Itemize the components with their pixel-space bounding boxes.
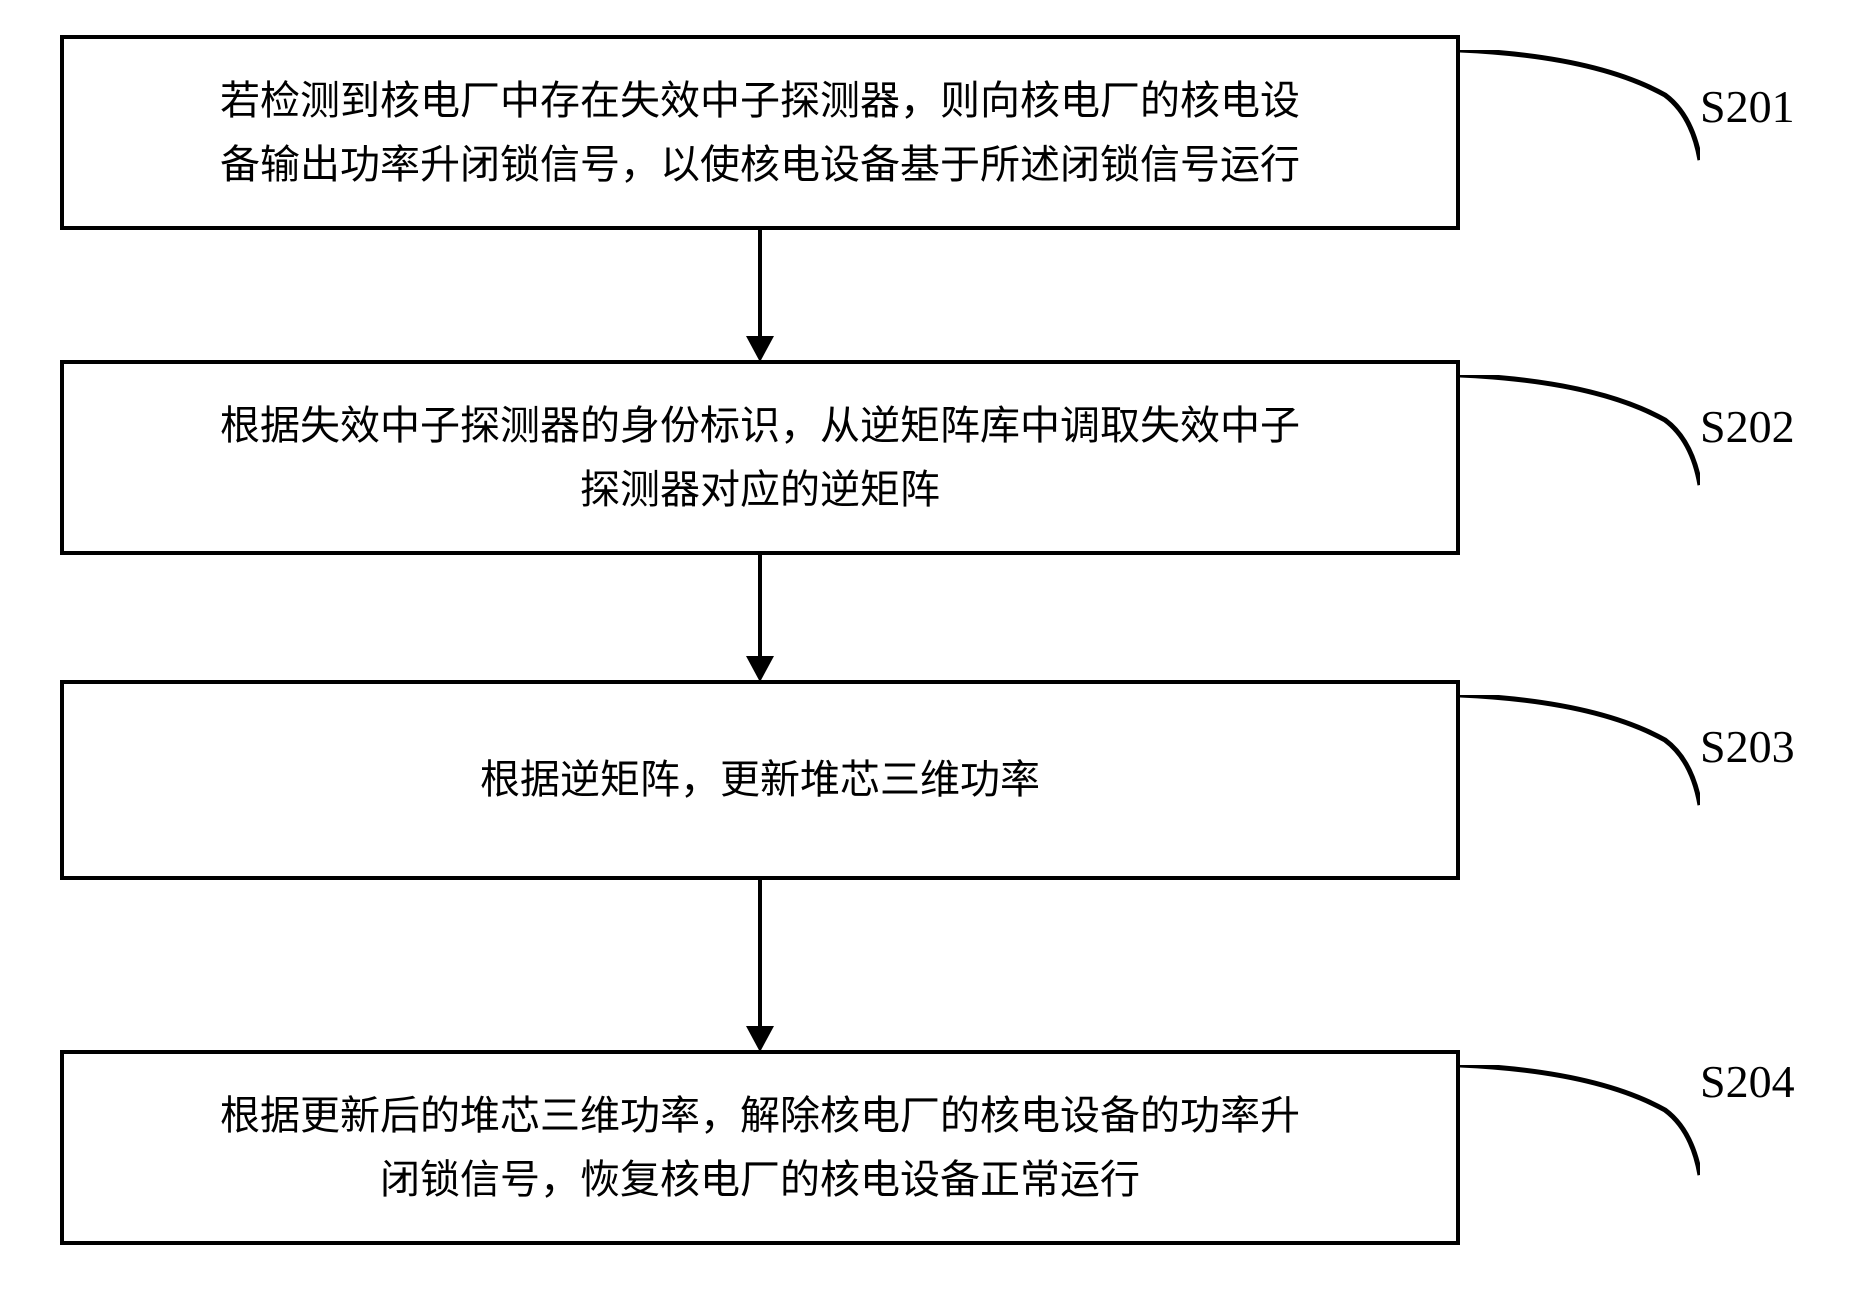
flow-box-s204: 根据更新后的堆芯三维功率，解除核电厂的核电设备的功率升闭锁信号，恢复核电厂的核电… xyxy=(60,1050,1460,1245)
connector-s203 xyxy=(1460,695,1700,825)
arrow-3-4 xyxy=(740,880,780,1052)
step-label-text: S202 xyxy=(1700,401,1795,452)
flow-box-text: 根据失效中子探测器的身份标识，从逆矩阵库中调取失效中子探测器对应的逆矩阵 xyxy=(220,394,1300,522)
connector-s202 xyxy=(1460,375,1700,505)
flow-box-s202: 根据失效中子探测器的身份标识，从逆矩阵库中调取失效中子探测器对应的逆矩阵 xyxy=(60,360,1460,555)
flow-box-text: 根据更新后的堆芯三维功率，解除核电厂的核电设备的功率升闭锁信号，恢复核电厂的核电… xyxy=(220,1084,1300,1212)
connector-s204 xyxy=(1460,1065,1700,1195)
step-label-text: S204 xyxy=(1700,1056,1795,1107)
flow-box-text: 若检测到核电厂中存在失效中子探测器，则向核电厂的核电设备输出功率升闭锁信号，以使… xyxy=(220,69,1300,197)
connector-s201 xyxy=(1460,50,1700,180)
step-label-s202: S202 xyxy=(1700,400,1795,453)
step-label-s201: S201 xyxy=(1700,80,1795,133)
arrow-1-2 xyxy=(740,230,780,362)
step-label-text: S203 xyxy=(1700,721,1795,772)
flow-box-s203: 根据逆矩阵，更新堆芯三维功率 xyxy=(60,680,1460,880)
flowchart-canvas: 若检测到核电厂中存在失效中子探测器，则向核电厂的核电设备输出功率升闭锁信号，以使… xyxy=(0,0,1863,1315)
arrow-2-3 xyxy=(740,555,780,682)
step-label-s203: S203 xyxy=(1700,720,1795,773)
step-label-s204: S204 xyxy=(1700,1055,1795,1108)
flow-box-text: 根据逆矩阵，更新堆芯三维功率 xyxy=(480,748,1040,812)
flow-box-s201: 若检测到核电厂中存在失效中子探测器，则向核电厂的核电设备输出功率升闭锁信号，以使… xyxy=(60,35,1460,230)
step-label-text: S201 xyxy=(1700,81,1795,132)
